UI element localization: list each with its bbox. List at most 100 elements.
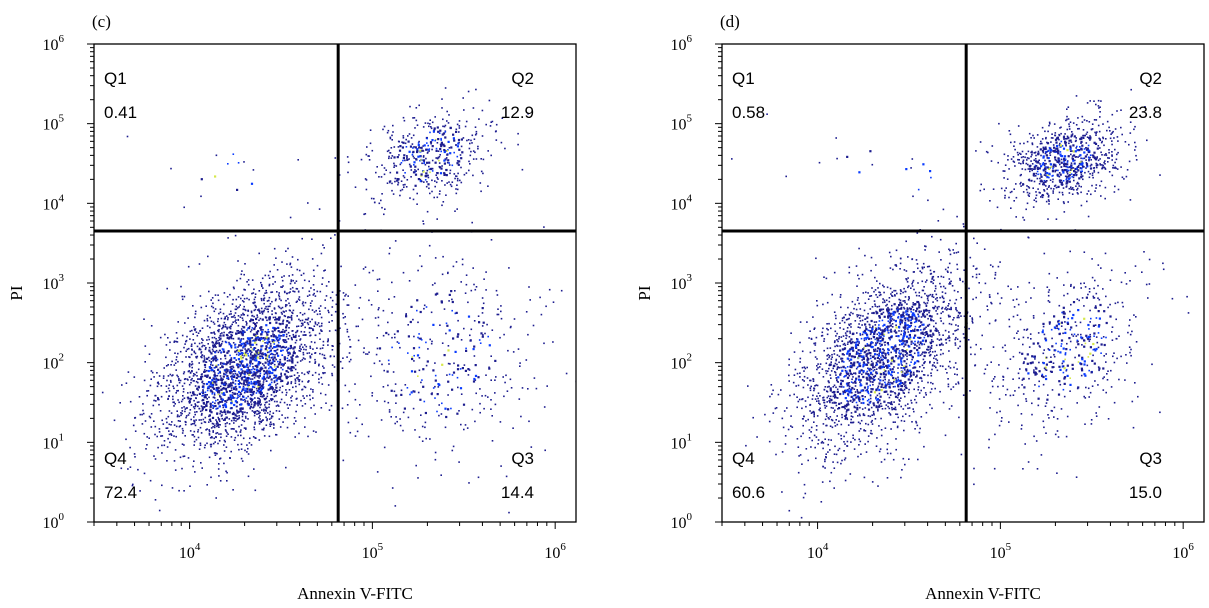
data-point [280, 380, 282, 383]
data-point [273, 380, 276, 382]
data-point [252, 373, 255, 376]
data-point [317, 322, 320, 324]
data-point [543, 406, 546, 408]
data-point [356, 430, 359, 433]
data-point [472, 150, 475, 152]
data-point [262, 287, 264, 289]
data-point [883, 335, 885, 337]
y-tick-label: 101 [43, 431, 65, 452]
data-point [883, 330, 886, 333]
data-point [314, 341, 316, 344]
data-point [271, 371, 274, 375]
data-point [243, 354, 245, 357]
data-point [246, 400, 249, 403]
data-point [444, 136, 447, 139]
data-point [527, 388, 529, 390]
y-tick-label: 102 [43, 352, 65, 373]
data-point [260, 403, 262, 406]
data-point [253, 368, 256, 371]
data-point [859, 440, 862, 443]
data-point [439, 154, 441, 156]
data-point [217, 351, 220, 354]
data-point [463, 364, 466, 366]
data-point [388, 149, 390, 152]
data-point [911, 355, 914, 358]
data-point [357, 339, 360, 342]
data-point [357, 325, 359, 328]
data-point [912, 279, 915, 282]
data-point [258, 391, 262, 394]
data-point [271, 313, 273, 316]
data-point [457, 386, 459, 389]
data-point [204, 370, 207, 373]
data-point [421, 440, 424, 442]
data-point [840, 402, 843, 404]
data-point [448, 293, 451, 296]
data-point [231, 331, 234, 334]
data-point [329, 355, 332, 358]
data-point [895, 408, 897, 411]
data-point [210, 420, 212, 423]
data-point [274, 327, 276, 329]
data-point [287, 371, 290, 373]
data-point [822, 447, 824, 450]
data-point [841, 360, 844, 363]
data-point [843, 405, 846, 409]
data-point [241, 415, 244, 418]
data-point [341, 367, 344, 369]
data-point [258, 310, 261, 313]
data-point [237, 379, 240, 382]
data-point [417, 391, 420, 394]
data-point [278, 345, 281, 348]
data-point [248, 442, 251, 444]
data-point [307, 380, 310, 383]
data-point [151, 371, 154, 374]
data-point [871, 423, 874, 425]
data-point [459, 387, 463, 390]
data-point [833, 271, 836, 274]
data-point [307, 435, 309, 438]
data-point [265, 332, 268, 334]
data-point [237, 296, 240, 298]
data-point [277, 404, 279, 406]
data-point [399, 145, 402, 148]
data-point [312, 389, 314, 391]
data-point [159, 336, 162, 339]
data-point [460, 145, 463, 148]
data-point [213, 452, 216, 454]
data-point [318, 307, 320, 310]
data-point [882, 284, 884, 287]
data-point [281, 286, 283, 288]
data-point [224, 387, 228, 390]
data-point [243, 297, 246, 300]
data-point [204, 444, 206, 446]
data-point [235, 420, 237, 422]
data-point [391, 346, 393, 349]
data-point [257, 352, 260, 354]
data-point [247, 348, 250, 351]
data-point [905, 362, 908, 365]
data-point [470, 328, 473, 331]
data-point [443, 162, 446, 165]
data-point [325, 402, 327, 404]
data-point [302, 272, 305, 275]
data-point [178, 401, 180, 404]
data-point [891, 382, 893, 384]
data-point [271, 347, 274, 350]
data-point [828, 364, 831, 366]
data-point [396, 171, 399, 174]
data-point [339, 290, 341, 292]
data-point [382, 386, 385, 388]
data-point [243, 420, 246, 423]
data-point [548, 288, 551, 291]
data-point [923, 311, 925, 314]
data-point [784, 443, 787, 445]
data-point [210, 368, 213, 371]
data-point [154, 425, 157, 428]
data-point [458, 461, 460, 463]
data-point [272, 326, 275, 329]
data-point [876, 360, 879, 363]
data-point [368, 159, 371, 161]
data-point [208, 421, 210, 423]
data-point [259, 349, 262, 353]
